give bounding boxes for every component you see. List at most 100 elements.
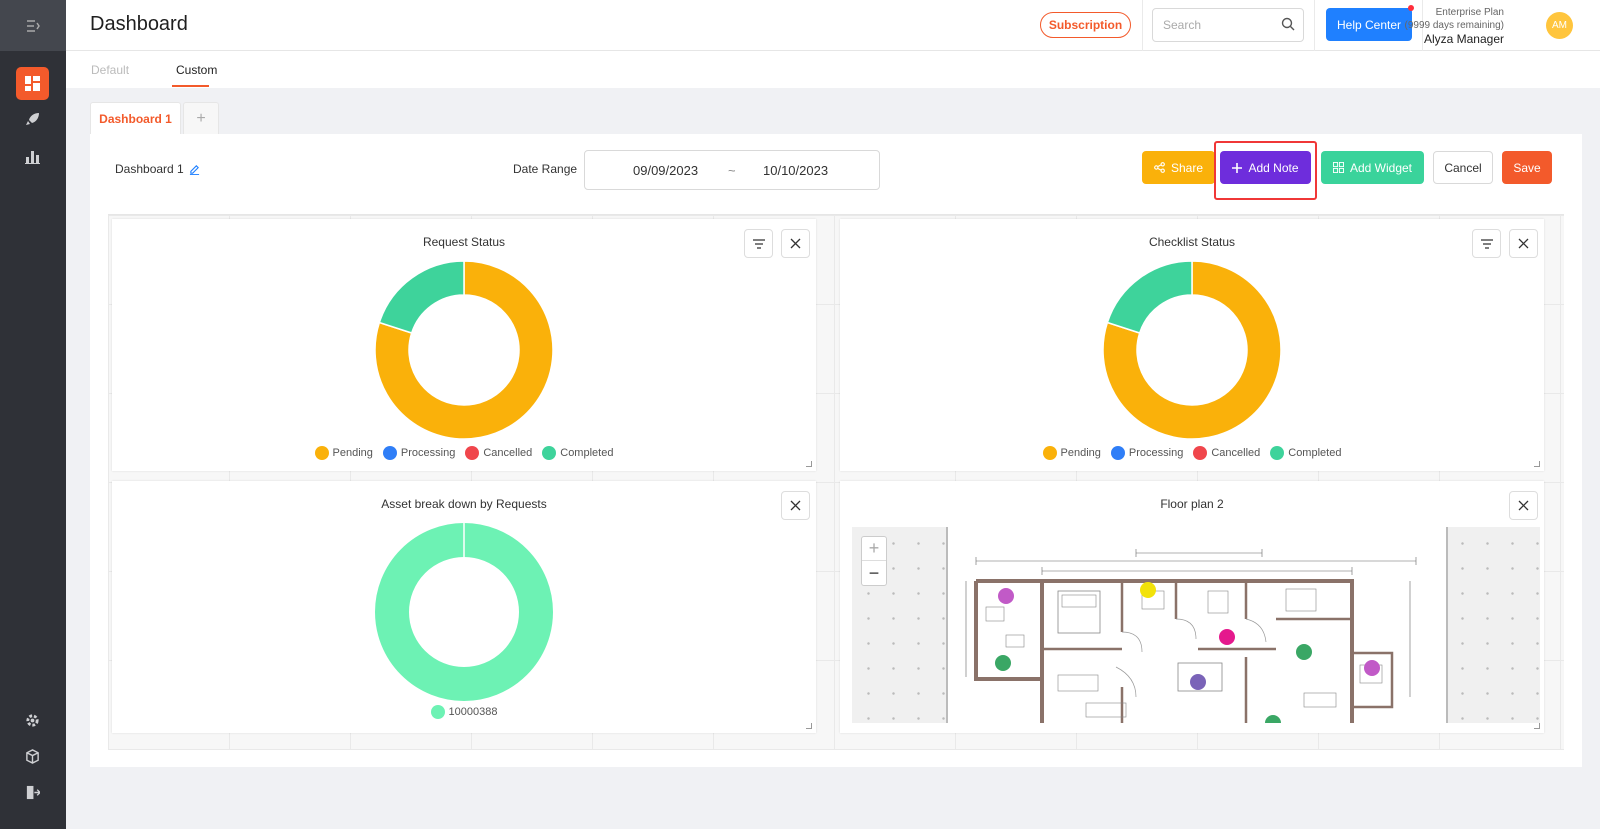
floor-plan-marker: [1219, 629, 1235, 645]
legend-item-cancelled[interactable]: Cancelled: [1193, 446, 1260, 460]
add-widget-label: Add Widget: [1349, 160, 1413, 175]
date-end-input[interactable]: 10/10/2023: [763, 163, 829, 178]
add-note-label: Add Note: [1248, 160, 1299, 175]
dashboard-name: Dashboard 1: [115, 162, 200, 176]
filter-icon: [752, 238, 765, 249]
donut-chart: [375, 523, 553, 701]
legend-item-asset[interactable]: 10000388: [430, 705, 498, 719]
sidebar-item-analytics[interactable]: [16, 140, 49, 173]
help-center-button[interactable]: Help Center: [1326, 8, 1412, 41]
widget-title: Checklist Status: [1148, 235, 1236, 249]
sidebar-toggle[interactable]: [0, 0, 66, 51]
subscription-button[interactable]: Subscription: [1040, 12, 1131, 38]
settings-icon: [26, 714, 39, 727]
cancel-button[interactable]: Cancel: [1433, 151, 1493, 184]
legend-item-pending[interactable]: Pending: [314, 446, 373, 460]
donut-slice-pending[interactable]: [374, 260, 554, 440]
floor-plan-marker: [1190, 674, 1206, 690]
donut-slice-10000388[interactable]: [375, 523, 553, 701]
share-label: Share: [1170, 160, 1204, 175]
search-icon[interactable]: [1281, 17, 1295, 36]
widget-asset-breakdown[interactable]: Asset break down by Requests 10000388: [112, 481, 816, 733]
share-button[interactable]: Share: [1142, 151, 1215, 184]
add-dashboard-tab-button[interactable]: +: [183, 102, 219, 135]
date-range-label: Date Range: [513, 162, 578, 176]
sidebar-item-launch[interactable]: [16, 103, 49, 136]
widget-title: Floor plan 2: [1160, 497, 1224, 511]
donut-slice-completed[interactable]: [378, 260, 465, 334]
floor-plan-marker: [1364, 660, 1380, 676]
legend-label: Cancelled: [483, 447, 533, 459]
widget-title: Asset break down by Requests: [381, 497, 547, 511]
save-button[interactable]: Save: [1502, 151, 1552, 184]
zoom-out-button[interactable]: −: [868, 562, 880, 583]
analytics-icon: [25, 151, 40, 164]
legend-item-completed[interactable]: Completed: [542, 446, 613, 460]
legend-dot: [1270, 446, 1285, 460]
sidebar-item-packages[interactable]: [16, 740, 49, 773]
box-icon: [26, 749, 39, 764]
floor-plan-map[interactable]: + −: [852, 527, 1540, 723]
sidebar-item-logout[interactable]: [16, 776, 49, 809]
legend-label: Processing: [400, 447, 456, 459]
date-start-input[interactable]: 09/09/2023: [633, 163, 699, 178]
zoom-in-button[interactable]: +: [862, 537, 886, 561]
add-widget-button[interactable]: Add Widget: [1321, 151, 1424, 184]
widget-title: Request Status: [422, 235, 506, 249]
donut-slice-completed[interactable]: [1106, 260, 1193, 334]
donut-chart: [1102, 260, 1282, 440]
widget-checklist-status[interactable]: Checklist Status Pending Processing Canc…: [840, 219, 1544, 471]
legend-dot: [542, 446, 557, 460]
tab-custom[interactable]: Custom: [176, 63, 218, 77]
legend-item-cancelled[interactable]: Cancelled: [465, 446, 532, 460]
close-icon: [790, 500, 801, 511]
dashboard-icon: [25, 76, 40, 91]
date-range-picker[interactable]: 09/09/2023 ~ 10/10/2023: [584, 150, 880, 190]
filter-button[interactable]: [1472, 229, 1501, 258]
close-widget-button[interactable]: [1509, 229, 1538, 258]
legend-label: 10000388: [448, 706, 498, 718]
edit-icon[interactable]: [189, 164, 200, 175]
plus-icon: [1232, 162, 1243, 173]
resize-handle[interactable]: [1534, 461, 1540, 467]
filter-button[interactable]: [744, 229, 773, 258]
resize-handle[interactable]: [806, 461, 812, 467]
legend-item-pending[interactable]: Pending: [1042, 446, 1101, 460]
widget-request-status[interactable]: Request Status Pending Processing Cancel…: [112, 219, 816, 471]
share-icon: [1154, 162, 1165, 173]
tab-dashboard-1[interactable]: Dashboard 1: [90, 102, 181, 135]
dashboard-name-label: Dashboard 1: [115, 162, 184, 176]
header-divider: [1142, 0, 1143, 51]
user-name[interactable]: Alyza Manager: [1423, 32, 1504, 46]
close-icon: [1518, 238, 1529, 249]
close-widget-button[interactable]: [1509, 491, 1538, 520]
resize-handle[interactable]: [806, 723, 812, 729]
legend-item-processing[interactable]: Processing: [382, 446, 456, 460]
close-icon: [790, 238, 801, 249]
legend-item-completed[interactable]: Completed: [1270, 446, 1341, 460]
floor-plan-marker: [1296, 644, 1312, 660]
zoom-control: + −: [861, 536, 887, 586]
legend-dot: [314, 446, 329, 460]
header: Dashboard Subscription Help Center Enter…: [66, 0, 1600, 51]
sidebar-item-settings[interactable]: [16, 704, 49, 737]
menu-collapse-icon: [27, 19, 40, 32]
sidebar-item-dashboard[interactable]: [16, 67, 49, 100]
avatar[interactable]: AM: [1546, 12, 1573, 39]
legend-item-processing[interactable]: Processing: [1110, 446, 1184, 460]
search-input[interactable]: [1163, 18, 1273, 32]
grid-icon: [1332, 162, 1344, 173]
donut-slice-pending[interactable]: [1102, 260, 1282, 440]
legend-label: Pending: [332, 447, 373, 459]
close-widget-button[interactable]: [781, 491, 810, 520]
add-note-button[interactable]: Add Note: [1220, 151, 1311, 184]
tab-default[interactable]: Default: [91, 63, 130, 77]
floor-plan-marker: [998, 588, 1014, 604]
floor-plan-marker: [1265, 715, 1281, 723]
resize-handle[interactable]: [1534, 723, 1540, 729]
legend-label: Pending: [1060, 447, 1101, 459]
chart-legend: 10000388: [112, 705, 816, 719]
widget-floor-plan[interactable]: Floor plan 2: [840, 481, 1544, 733]
close-widget-button[interactable]: [781, 229, 810, 258]
legend-label: Processing: [1128, 447, 1184, 459]
